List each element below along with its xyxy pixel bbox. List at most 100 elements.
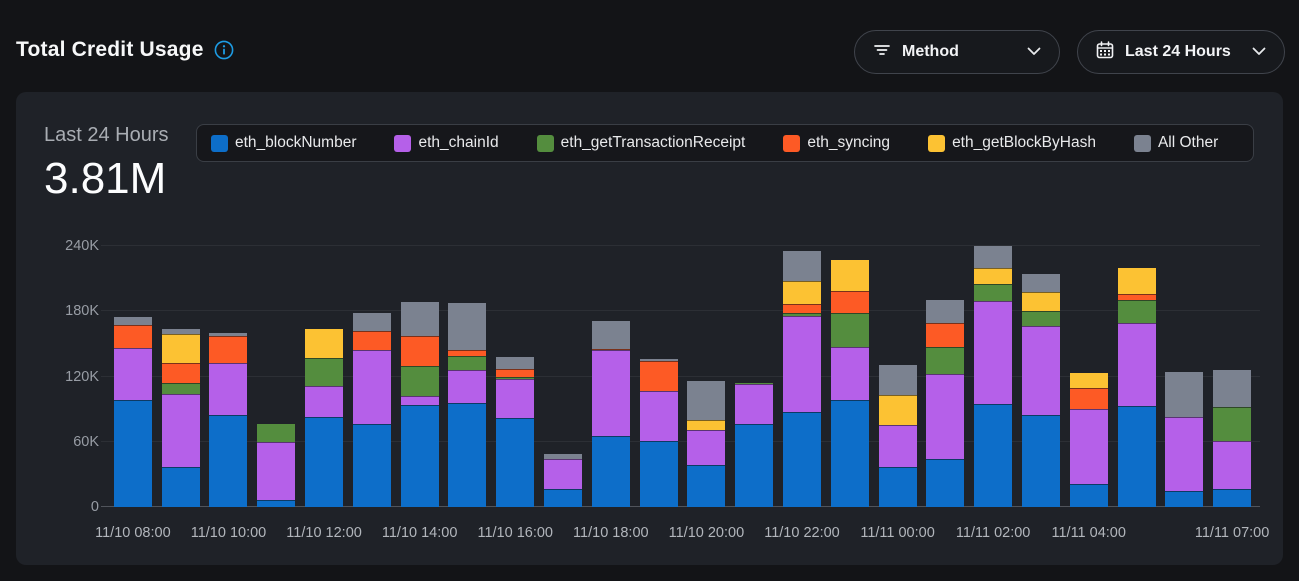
time-range-dropdown[interactable]: Last 24 Hours [1077,30,1285,74]
bar-segment [974,403,1013,507]
stacked-bar[interactable] [257,424,296,507]
bar-segment [1117,405,1156,507]
bar-segment [209,333,248,337]
bar-segment [1213,488,1252,507]
bar-segment [1117,323,1156,406]
bar-segment [735,424,774,507]
bar-segment [1069,373,1108,389]
bar-segment [400,404,439,507]
bar-segment [782,315,821,413]
plot-area [101,245,1260,507]
bar-segment [113,400,152,507]
x-tick-label: 11/10 10:00 [190,525,267,541]
bar-segment [974,284,1013,302]
x-tick-label: 11/10 12:00 [286,525,362,541]
bar-segment [544,453,583,460]
bar-segment [639,440,678,507]
legend-item[interactable]: eth_blockNumber [211,134,356,152]
legend-item[interactable]: eth_getBlockByHash [928,134,1096,152]
stacked-bar[interactable] [639,359,678,507]
stacked-bar[interactable] [448,302,487,507]
bar-segment [1021,311,1060,327]
legend-item[interactable]: eth_getTransactionReceipt [536,134,746,152]
bar-segment [974,246,1013,268]
bar-segment [209,414,248,507]
x-tick-label: 11/11 04:00 [1051,525,1126,541]
stacked-bar[interactable] [926,300,965,507]
y-tick-label: 0 [90,499,99,515]
legend-swatch [1133,134,1151,152]
bar-segment [161,363,200,384]
stacked-bar[interactable] [113,316,152,507]
bar-segment [544,488,583,507]
bar-segment [926,459,965,507]
x-tick-label: 11/10 18:00 [573,525,649,541]
bar-segment [1117,293,1156,301]
bar-segment [257,500,296,507]
method-filter-dropdown[interactable]: Method [854,30,1060,74]
page-title: Total Credit Usage [16,38,204,61]
stacked-bar[interactable] [974,246,1013,507]
bar-segment [735,383,774,385]
stacked-bar[interactable] [782,251,821,507]
bar-segment [687,420,726,430]
bar-segment [1021,274,1060,292]
stacked-bar[interactable] [830,260,869,507]
stacked-bar[interactable] [591,321,630,507]
stacked-bar[interactable] [352,313,391,507]
bar-segment [830,400,869,507]
bar-segment [352,330,391,351]
bar-segment [496,376,535,379]
y-tick-label: 60K [73,433,99,450]
stacked-bar[interactable] [1069,373,1108,507]
bar-segment [544,459,583,489]
bar-segment [209,336,248,364]
stacked-bar[interactable] [735,383,774,507]
bar-segment [1069,409,1108,485]
bar-segment [448,402,487,507]
legend-item[interactable]: eth_syncing [783,134,890,152]
bar-segment [257,424,296,442]
bar-segment [448,369,487,403]
bar-segment [305,386,344,417]
bar-segment [113,316,152,326]
stacked-bar[interactable] [1117,267,1156,507]
legend-item[interactable]: eth_chainId [394,134,499,152]
legend-label: eth_getTransactionReceipt [560,134,746,151]
stacked-bar[interactable] [1213,370,1252,507]
time-range-label: Last 24 Hours [1125,43,1231,60]
stacked-bar[interactable] [209,333,248,507]
bar-segment [1069,388,1108,410]
gridline [101,245,1260,246]
gridline [101,310,1260,312]
bar-segment [305,358,344,387]
bar-segment [926,300,965,324]
bar-segment [926,323,965,348]
bar-segment [161,466,200,507]
bar-segment [782,280,821,304]
bar-segment [257,441,296,501]
info-icon[interactable] [214,40,234,60]
stacked-bar[interactable] [544,453,583,507]
bar-segment [830,313,869,348]
legend-item[interactable]: All Other [1133,134,1218,152]
x-tick-label: 11/10 08:00 [95,525,171,541]
stacked-bar[interactable] [1021,274,1060,507]
stacked-bar[interactable] [161,328,200,507]
bar-segment [830,290,869,314]
stacked-bar[interactable] [496,356,535,507]
stacked-bar[interactable] [1165,372,1204,507]
stacked-bar[interactable] [400,301,439,507]
stacked-bar[interactable] [305,328,344,507]
bar-segment [1021,414,1060,507]
bar-segment [400,365,439,397]
bar-segment [591,436,630,507]
stacked-bar[interactable] [687,380,726,507]
legend-swatch [928,134,946,152]
bar-segment [161,328,200,335]
stacked-bar[interactable] [878,364,917,507]
bar-segment [735,384,774,425]
bar-segment [305,328,344,359]
x-tick-label: 11/11 00:00 [860,525,935,541]
bar-segment [830,260,869,291]
